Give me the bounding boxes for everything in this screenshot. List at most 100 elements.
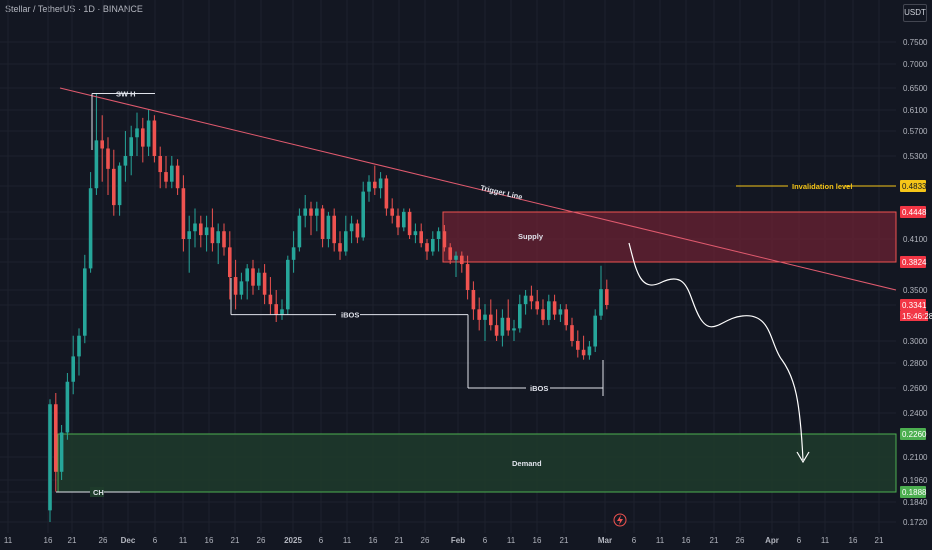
price-badge-label: 0.1888 — [902, 488, 927, 497]
x-tick-label: 11 — [656, 536, 665, 545]
candle-body — [187, 231, 191, 239]
candle-body — [361, 191, 365, 238]
y-tick-label: 0.3000 — [903, 337, 928, 346]
candle-body — [442, 231, 447, 248]
x-tick-label: 21 — [875, 536, 884, 545]
x-tick-label: 2025 — [284, 536, 302, 545]
candle-body — [494, 325, 499, 336]
y-tick-label: 0.2800 — [903, 359, 928, 368]
candle-body — [193, 223, 197, 232]
candle-body — [518, 304, 522, 329]
x-tick-label: 26 — [736, 536, 745, 545]
demand-label: Demand — [512, 459, 542, 468]
candle-body — [605, 289, 609, 305]
x-tick-label: 21 — [560, 536, 569, 545]
candle-body — [274, 304, 278, 315]
price-badge-label: 0.2260 — [902, 430, 927, 439]
x-axis: 11 16 21 26 Dec 6 11 16 21 26 2025 6 11 16 21 26 Feb 6 11 1… — [4, 536, 884, 545]
x-tick-label: 6 — [319, 536, 324, 545]
invalidation-label: Invalidation level — [792, 182, 852, 191]
trigger-trendline — [59, 87, 897, 291]
y-tick-label: 0.3500 — [903, 286, 928, 295]
price-badge-label: 0.4448 — [902, 208, 927, 217]
candle-body — [326, 215, 331, 239]
candle-body — [367, 181, 371, 192]
candle-body — [547, 301, 551, 320]
x-tick-label: 21 — [231, 536, 240, 545]
zones — [57, 211, 897, 493]
x-tick-label: 11 — [343, 536, 352, 545]
candle-body — [170, 165, 174, 182]
candle-body — [558, 309, 563, 315]
x-tick-label: 11 — [179, 536, 188, 545]
y-tick-label: 0.2100 — [903, 453, 928, 462]
candle-body — [204, 227, 209, 236]
price-badge — [900, 486, 926, 498]
candle-body — [280, 309, 284, 315]
candle-body — [146, 120, 151, 147]
candle-body — [309, 208, 313, 216]
candle-body — [199, 223, 203, 236]
candle-body — [407, 211, 412, 236]
y-tick-label: 0.1960 — [903, 476, 928, 485]
candle-body — [500, 317, 505, 336]
candle-body — [338, 243, 342, 252]
candle-body — [349, 223, 354, 232]
candle-body — [129, 137, 133, 156]
candle-body — [210, 227, 215, 244]
x-tick-label: 16 — [533, 536, 542, 545]
candle-body — [88, 188, 93, 269]
candle-body — [471, 290, 476, 310]
ibos-label-bg — [336, 309, 360, 320]
candle-body — [564, 309, 568, 326]
candle-body — [286, 259, 290, 310]
candle-body — [164, 172, 168, 182]
candle-body — [413, 231, 418, 236]
x-tick-label: 26 — [257, 536, 266, 545]
candle-body — [112, 168, 116, 206]
candle-body — [297, 215, 302, 248]
y-axis: 0.7500 0.7000 0.6500 0.6100 0.5700 0.5300 0.41… — [900, 38, 932, 527]
candle-body — [239, 281, 244, 295]
candle-body — [448, 247, 452, 260]
x-tick-label: 6 — [483, 536, 488, 545]
x-tick-label: 21 — [710, 536, 719, 545]
candle-body — [454, 255, 458, 260]
choch-label: CH — [93, 488, 104, 497]
candle-body — [599, 289, 603, 316]
candle-body — [460, 255, 464, 265]
candle-body — [268, 294, 273, 305]
projection-path — [628, 242, 804, 461]
candle-body — [175, 165, 180, 189]
candle-body — [465, 264, 470, 290]
x-tick-label: 26 — [99, 536, 108, 545]
candle-body — [106, 148, 110, 169]
price-badge — [900, 206, 926, 218]
swing-high-label: SW H — [116, 90, 136, 99]
candle-body — [355, 223, 360, 238]
candle-body — [123, 156, 128, 166]
demand-zone — [57, 433, 897, 493]
candle-body — [396, 215, 400, 228]
candle-body — [54, 404, 58, 472]
candle-body — [535, 301, 539, 310]
currency-unit-button[interactable]: USDT — [903, 4, 927, 22]
y-tick-label: 0.2600 — [903, 384, 928, 393]
x-tick-label: 16 — [369, 536, 378, 545]
candle-body — [83, 268, 87, 336]
candle-body — [181, 188, 186, 239]
candle-body — [257, 272, 261, 286]
x-tick-label: 11 — [4, 536, 13, 545]
x-tick-label: Mar — [598, 536, 612, 545]
candle-body — [222, 231, 226, 248]
ibos-label: iBOS — [341, 311, 359, 320]
candle-body — [100, 140, 104, 149]
countdown-badge — [900, 311, 928, 321]
candle-body — [529, 295, 534, 302]
y-tick-label: 0.6100 — [903, 106, 928, 115]
y-tick-label: 0.5700 — [903, 127, 928, 136]
y-tick-label: 0.6500 — [903, 84, 928, 93]
x-tick-label: 21 — [68, 536, 77, 545]
candle-body — [94, 140, 99, 189]
